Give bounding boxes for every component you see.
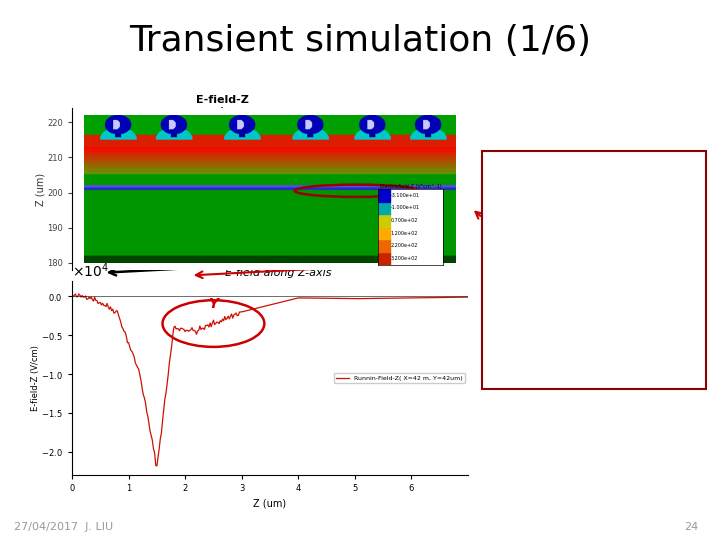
Text: 24: 24 (684, 522, 698, 532)
Bar (378, 239, 390, 252)
Bar (378, 201, 390, 214)
Y-axis label: Z (um): Z (um) (36, 172, 45, 206)
Text: E-field along Z-axis: E-field along Z-axis (225, 268, 331, 278)
Text: 0.700e+02: 0.700e+02 (391, 218, 418, 223)
Text: 3.200e+02: 3.200e+02 (391, 256, 418, 261)
FancyBboxPatch shape (482, 151, 706, 389)
Legend: Runnin-Field-Z( X=42 m, Y=42um): Runnin-Field-Z( X=42 m, Y=42um) (334, 373, 465, 383)
Text: A E-field barrier exits
due to the doping
difference between
the epi-layer and
s: A E-field barrier exits due to the dopin… (493, 159, 667, 293)
Text: E-field-Z: E-field-Z (196, 95, 249, 105)
Text: 2.200e+02: 2.200e+02 (391, 243, 418, 248)
X-axis label: Z (um): Z (um) (253, 499, 287, 509)
Bar (378, 252, 390, 265)
Text: -3.100e+01: -3.100e+01 (391, 193, 420, 198)
Bar (378, 227, 390, 239)
Bar (378, 189, 390, 201)
Bar (378, 214, 390, 227)
Title: Electricfield-Z (V*cm^-1): Electricfield-Z (V*cm^-1) (379, 184, 441, 188)
Text: -1.000e+01: -1.000e+01 (391, 205, 420, 211)
Text: Transient simulation (1/6): Transient simulation (1/6) (129, 24, 591, 58)
Text: 27/04/2017  J. LIU: 27/04/2017 J. LIU (14, 522, 114, 532)
Y-axis label: E-field-Z (V/cm): E-field-Z (V/cm) (31, 345, 40, 411)
Text: 1.200e+02: 1.200e+02 (391, 231, 418, 235)
Text: Y: Y (208, 297, 218, 311)
